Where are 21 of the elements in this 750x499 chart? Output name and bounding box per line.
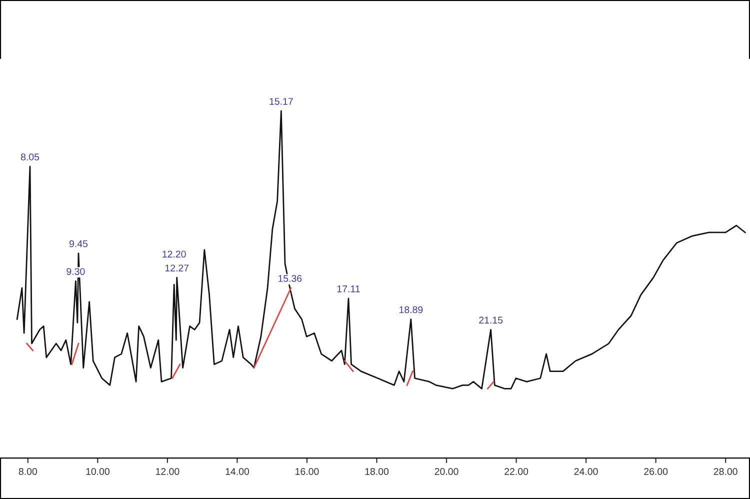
annotation: 15.17 xyxy=(270,98,293,105)
x-tick-label: 18.00 xyxy=(365,468,389,475)
x-tick-label: 22.00 xyxy=(504,468,528,475)
x-tick-label: 28.00 xyxy=(714,468,738,475)
x-tick-label: 24.00 xyxy=(574,468,598,475)
x-tick-label: 14.00 xyxy=(226,468,249,475)
annotation: 8.05 xyxy=(20,154,40,160)
annotation: 15.36 xyxy=(278,275,302,282)
annotation: 12.20 xyxy=(162,250,186,258)
x-tick-label: 10.00 xyxy=(86,468,110,475)
x-tick-label: 8.00 xyxy=(18,468,37,475)
x-tick-label: 12.00 xyxy=(156,468,180,475)
annotation: 12.27 xyxy=(165,264,189,272)
annotation: 9.45 xyxy=(69,240,88,248)
annotation: 17.11 xyxy=(337,286,360,292)
x-tick-label: 16.00 xyxy=(296,468,319,475)
annotation: 18.89 xyxy=(400,306,423,314)
x-tick-label: 20.00 xyxy=(434,468,458,475)
annotation: 9.30 xyxy=(66,268,85,275)
annotation: 21.15 xyxy=(479,316,503,324)
x-tick-label: 26.00 xyxy=(644,468,668,475)
